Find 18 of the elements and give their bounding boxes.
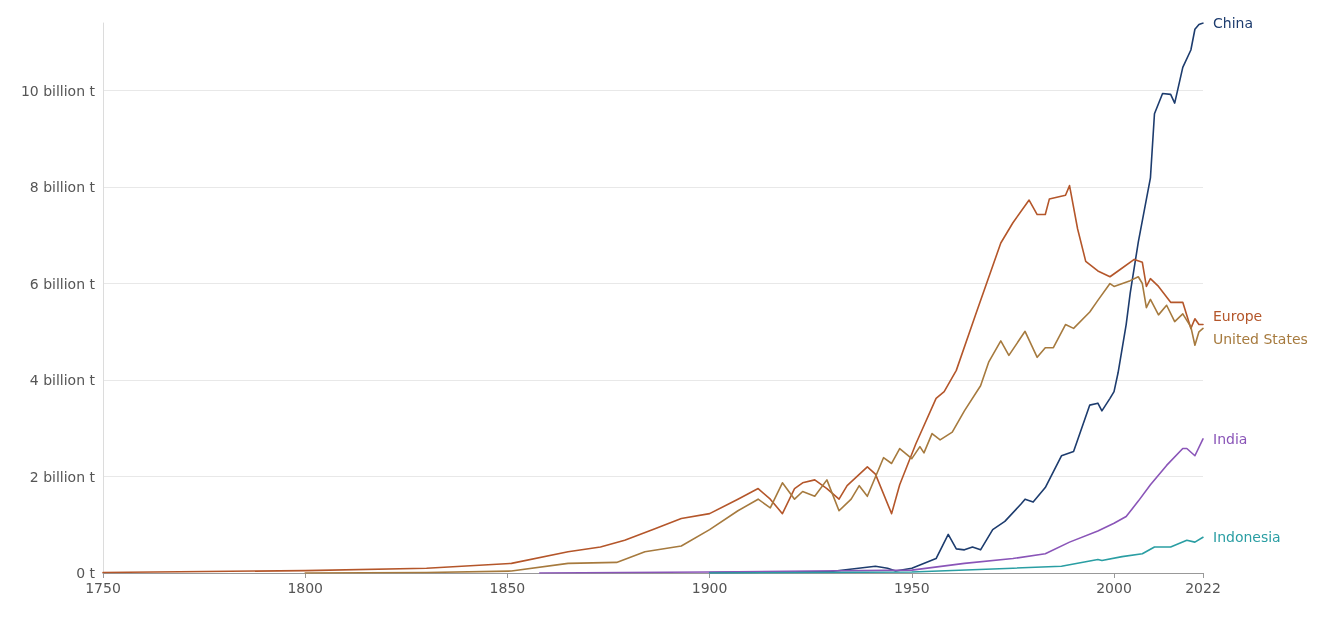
y-tick-label: 6 billion t	[29, 275, 96, 292]
series-label: China	[1213, 15, 1253, 31]
series-label: Europe	[1213, 307, 1263, 324]
series-label: India	[1213, 430, 1248, 447]
y-tick-label: 2 billion t	[29, 468, 96, 485]
series-label: United States	[1213, 331, 1308, 348]
x-tick-label: 2022	[1185, 580, 1221, 596]
x-tick-label: 1850	[489, 580, 526, 596]
x-tick-label: 1950	[894, 580, 930, 596]
x-tick-label: 1800	[287, 580, 324, 596]
y-tick-label: 8 billion t	[29, 179, 96, 196]
y-tick-label: 4 billion t	[29, 372, 96, 389]
y-tick-label: 10 billion t	[20, 82, 96, 99]
x-tick-label: 1900	[691, 580, 728, 596]
y-tick-label: 0 t	[76, 565, 96, 581]
series-label: Indonesia	[1213, 529, 1281, 546]
x-tick-label: 2000	[1096, 580, 1132, 596]
x-tick-label: 1750	[85, 580, 121, 596]
